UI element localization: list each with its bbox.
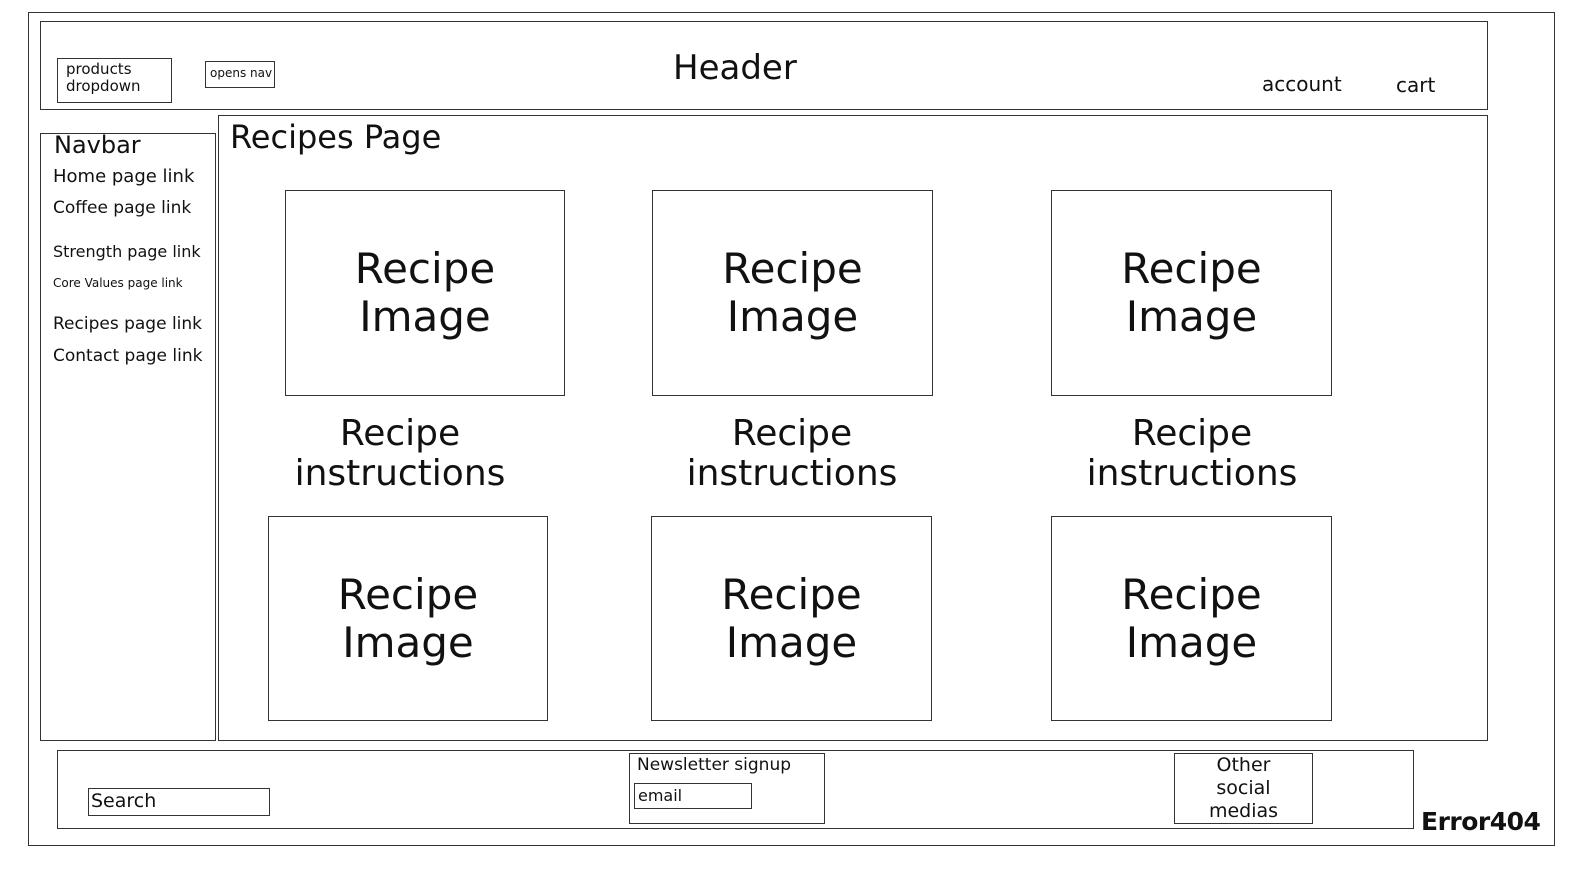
social-media-label: Other social medias — [1208, 754, 1279, 822]
main-content — [218, 115, 1488, 741]
nav-link-contact[interactable]: Contact page link — [53, 346, 203, 366]
page-title: Recipes Page — [230, 118, 442, 156]
search-placeholder: Search — [91, 790, 157, 812]
products-dropdown-label: products dropdown — [66, 60, 141, 95]
recipe-image-6: Recipe Image — [1051, 516, 1332, 721]
recipe-instructions-2: Recipe instructions — [662, 414, 922, 494]
opens-nav-label: opens nav — [210, 66, 273, 80]
recipe-image-label: Recipe Image — [1121, 244, 1262, 341]
recipe-image-4: Recipe Image — [268, 516, 548, 721]
recipe-image-label: Recipe Image — [1121, 569, 1262, 667]
cart-link[interactable]: cart — [1396, 73, 1436, 97]
social-media-links[interactable]: Other social medias — [1174, 753, 1313, 824]
recipe-image-3: Recipe Image — [1051, 190, 1332, 396]
products-dropdown-button[interactable]: products dropdown — [57, 58, 172, 103]
newsletter-label: Newsletter signup — [637, 755, 792, 775]
recipe-instructions-label: Recipe instructions — [1086, 413, 1298, 494]
recipe-image-label: Recipe Image — [337, 569, 479, 667]
recipe-image-2: Recipe Image — [652, 190, 933, 396]
nav-link-strength[interactable]: Strength page link — [53, 242, 201, 261]
search-input[interactable]: Search — [88, 788, 270, 816]
recipe-image-label: Recipe Image — [354, 244, 496, 341]
account-link[interactable]: account — [1262, 72, 1342, 96]
navbar-title: Navbar — [54, 131, 141, 159]
nav-link-coffee[interactable]: Coffee page link — [53, 198, 192, 218]
header-title: Header — [673, 48, 797, 88]
recipe-image-label: Recipe Image — [721, 569, 862, 667]
recipe-image-1: Recipe Image — [285, 190, 565, 396]
recipe-instructions-label: Recipe instructions — [294, 413, 506, 494]
recipe-instructions-label: Recipe instructions — [686, 413, 898, 494]
opens-nav-button[interactable]: opens nav — [205, 61, 275, 88]
recipe-instructions-1: Recipe instructions — [270, 414, 530, 494]
email-placeholder: email — [638, 786, 683, 805]
brand-logo: Error404 — [1421, 807, 1541, 836]
email-field[interactable]: email — [634, 783, 752, 809]
navbar — [40, 133, 216, 741]
recipe-image-label: Recipe Image — [722, 244, 863, 341]
nav-link-recipes[interactable]: Recipes page link — [53, 314, 203, 334]
recipe-image-5: Recipe Image — [651, 516, 932, 721]
header-bar — [40, 21, 1488, 110]
nav-link-home[interactable]: Home page link — [53, 166, 195, 187]
nav-link-core-values[interactable]: Core Values page link — [53, 276, 183, 290]
recipe-instructions-3: Recipe instructions — [1062, 414, 1322, 494]
